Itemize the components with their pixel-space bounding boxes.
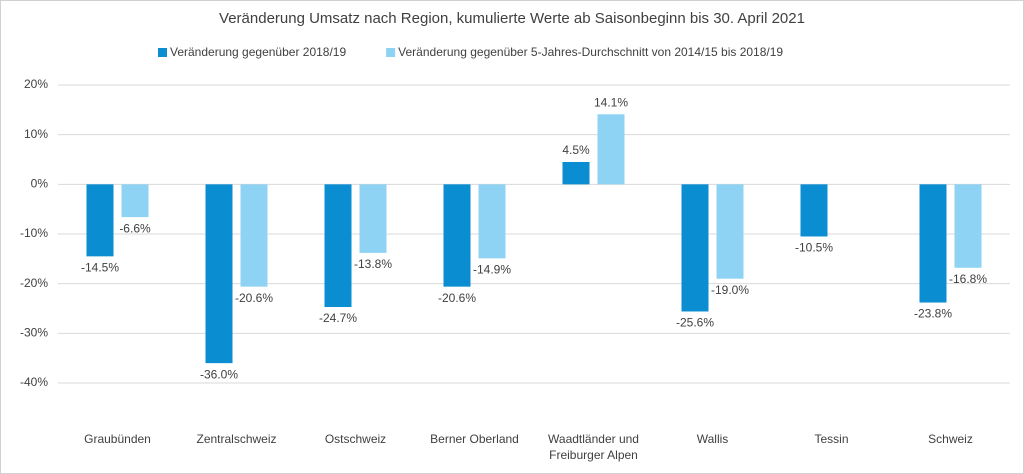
data-label: -16.8% (949, 272, 987, 286)
data-label: 4.5% (562, 143, 590, 157)
x-tick-label: Graubünden (84, 432, 151, 446)
y-tick-label: 20% (24, 77, 48, 91)
bar (443, 184, 471, 287)
x-tick-label: Berner Oberland (430, 432, 519, 446)
y-tick-label: -10% (20, 226, 48, 240)
data-label: -24.7% (319, 311, 357, 325)
data-label: -36.0% (200, 367, 238, 381)
legend-swatch (158, 48, 167, 57)
data-label: -14.9% (473, 263, 511, 277)
y-tick-label: -30% (20, 326, 48, 340)
bar (205, 184, 233, 364)
data-label: -20.6% (438, 291, 476, 305)
bar (562, 161, 590, 185)
data-label: -6.6% (119, 221, 151, 235)
bar (681, 184, 709, 312)
bar (597, 114, 625, 185)
data-label: -23.8% (914, 307, 952, 321)
y-tick-label: 0% (31, 177, 49, 191)
x-tick-label: Schweiz (928, 432, 973, 446)
data-label: -25.6% (676, 316, 714, 330)
x-tick-label: Ostschweiz (325, 432, 386, 446)
data-label: -10.5% (795, 241, 833, 255)
bar (86, 184, 114, 257)
data-label: -19.0% (711, 283, 749, 297)
y-tick-label: -40% (20, 375, 48, 389)
x-tick-label: Tessin (814, 432, 848, 446)
bar (324, 184, 352, 308)
bar (716, 184, 744, 279)
data-label: -20.6% (235, 291, 273, 305)
x-tick-label: Waadtländer und Freiburger Alpen (548, 432, 639, 462)
data-label: 14.1% (594, 95, 628, 109)
bar (919, 184, 947, 303)
y-tick-label: 10% (24, 127, 48, 141)
chart-title: Veränderung Umsatz nach Region, kumulier… (219, 10, 805, 27)
bar (240, 184, 268, 287)
data-label: -14.5% (81, 261, 119, 275)
bar (121, 184, 149, 218)
bar (954, 184, 982, 268)
bar (478, 184, 506, 259)
y-tick-label: -20% (20, 276, 48, 290)
x-tick-label: Zentralschweiz (196, 432, 276, 446)
bar (359, 184, 387, 253)
legend-label: Veränderung gegenüber 5-Jahres-Durchschn… (398, 45, 783, 59)
bar (800, 184, 828, 237)
x-tick-label: Wallis (697, 432, 729, 446)
legend-label: Veränderung gegenüber 2018/19 (170, 45, 346, 59)
data-label: -13.8% (354, 257, 392, 271)
legend-swatch (386, 48, 396, 57)
